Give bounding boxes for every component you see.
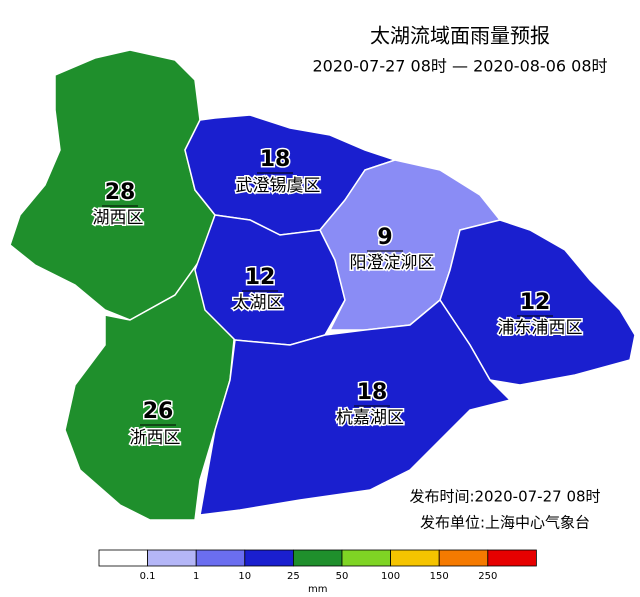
legend-swatch (98, 549, 148, 567)
region-name: 阳澄淀泖区 (350, 253, 435, 273)
region (199, 298, 512, 516)
title: 太湖流域面雨量预报 (370, 24, 550, 48)
publish-time: 发布时间:2020-07-27 08时 (409, 488, 600, 506)
region-value: 18 (357, 380, 388, 405)
legend-swatch (147, 549, 197, 567)
region-value: 26 (143, 399, 174, 424)
legend-label: 150 (430, 571, 449, 582)
region-name: 湖西区 (93, 208, 144, 228)
publisher: 发布单位:上海中心气象台 (420, 514, 590, 532)
region-name: 太湖区 (233, 293, 284, 313)
period: 2020-07-27 08时 — 2020-08-06 08时 (312, 57, 607, 76)
region-value: 18 (260, 147, 291, 172)
legend-label: 50 (336, 571, 349, 582)
legend-swatch (438, 549, 489, 567)
legend-swatch (341, 549, 391, 567)
legend-swatch (195, 549, 246, 567)
legend-label: 10 (238, 571, 251, 582)
legend-swatch (390, 549, 440, 567)
region-name: 浙西区 (130, 428, 181, 448)
legend-swatch (292, 549, 343, 567)
region-name: 浦东浦西区 (498, 318, 583, 338)
region-value: 12 (245, 265, 276, 290)
region (439, 219, 636, 386)
legend-swatch (487, 549, 537, 567)
legend-unit: mm (308, 584, 327, 593)
legend-label: 25 (287, 571, 300, 582)
region-value: 12 (520, 290, 551, 315)
region-value: 9 (377, 225, 392, 250)
legend-label: 100 (381, 571, 400, 582)
region-name: 杭嘉湖区 (336, 408, 404, 428)
legend-label: 0.1 (140, 571, 156, 582)
legend-swatch (244, 549, 294, 567)
legend-label: 1 (193, 571, 199, 582)
region-value: 28 (105, 180, 136, 205)
region-name: 武澄锡虞区 (236, 176, 321, 196)
region (194, 214, 346, 346)
legend-label: 250 (478, 571, 497, 582)
